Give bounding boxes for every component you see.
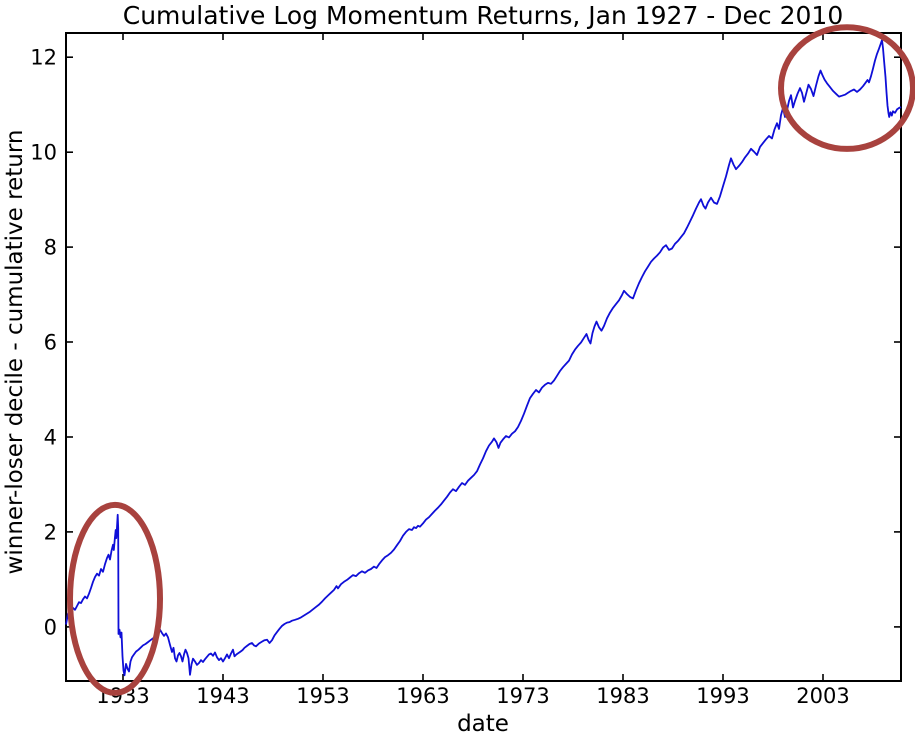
y-tick-label: 6 xyxy=(44,331,57,355)
annotation-ellipse-1932-crash xyxy=(67,501,163,696)
annotation-layer xyxy=(67,24,915,696)
y-tick-label: 10 xyxy=(30,141,57,165)
x-tick-label: 1993 xyxy=(696,684,749,708)
x-tick-label: 1973 xyxy=(496,684,549,708)
y-tick-label: 4 xyxy=(44,426,57,450)
annotation-ellipse-2009-crash xyxy=(778,24,915,152)
x-tick-label: 2003 xyxy=(796,684,849,708)
plot-area: 1933 1943 1953 1963 1973 1983 1993 200302468101… xyxy=(30,32,902,708)
y-tick-label: 0 xyxy=(44,615,57,639)
y-axis-label: winner-loser decile - cumulative return xyxy=(2,130,28,575)
x-axis-label: date xyxy=(457,711,509,737)
chart-title: Cumulative Log Momentum Returns, Jan 192… xyxy=(123,1,843,30)
x-tick-label: 1983 xyxy=(596,684,649,708)
returns-line xyxy=(65,39,902,677)
x-tick-label: 1963 xyxy=(396,684,449,708)
plot-border xyxy=(65,32,902,682)
y-tick-label: 2 xyxy=(44,520,57,544)
y-tick-label: 8 xyxy=(44,236,57,260)
x-tick-label: 1943 xyxy=(196,684,249,708)
x-tick-label: 1953 xyxy=(296,684,349,708)
y-tick-label: 12 xyxy=(30,46,57,70)
